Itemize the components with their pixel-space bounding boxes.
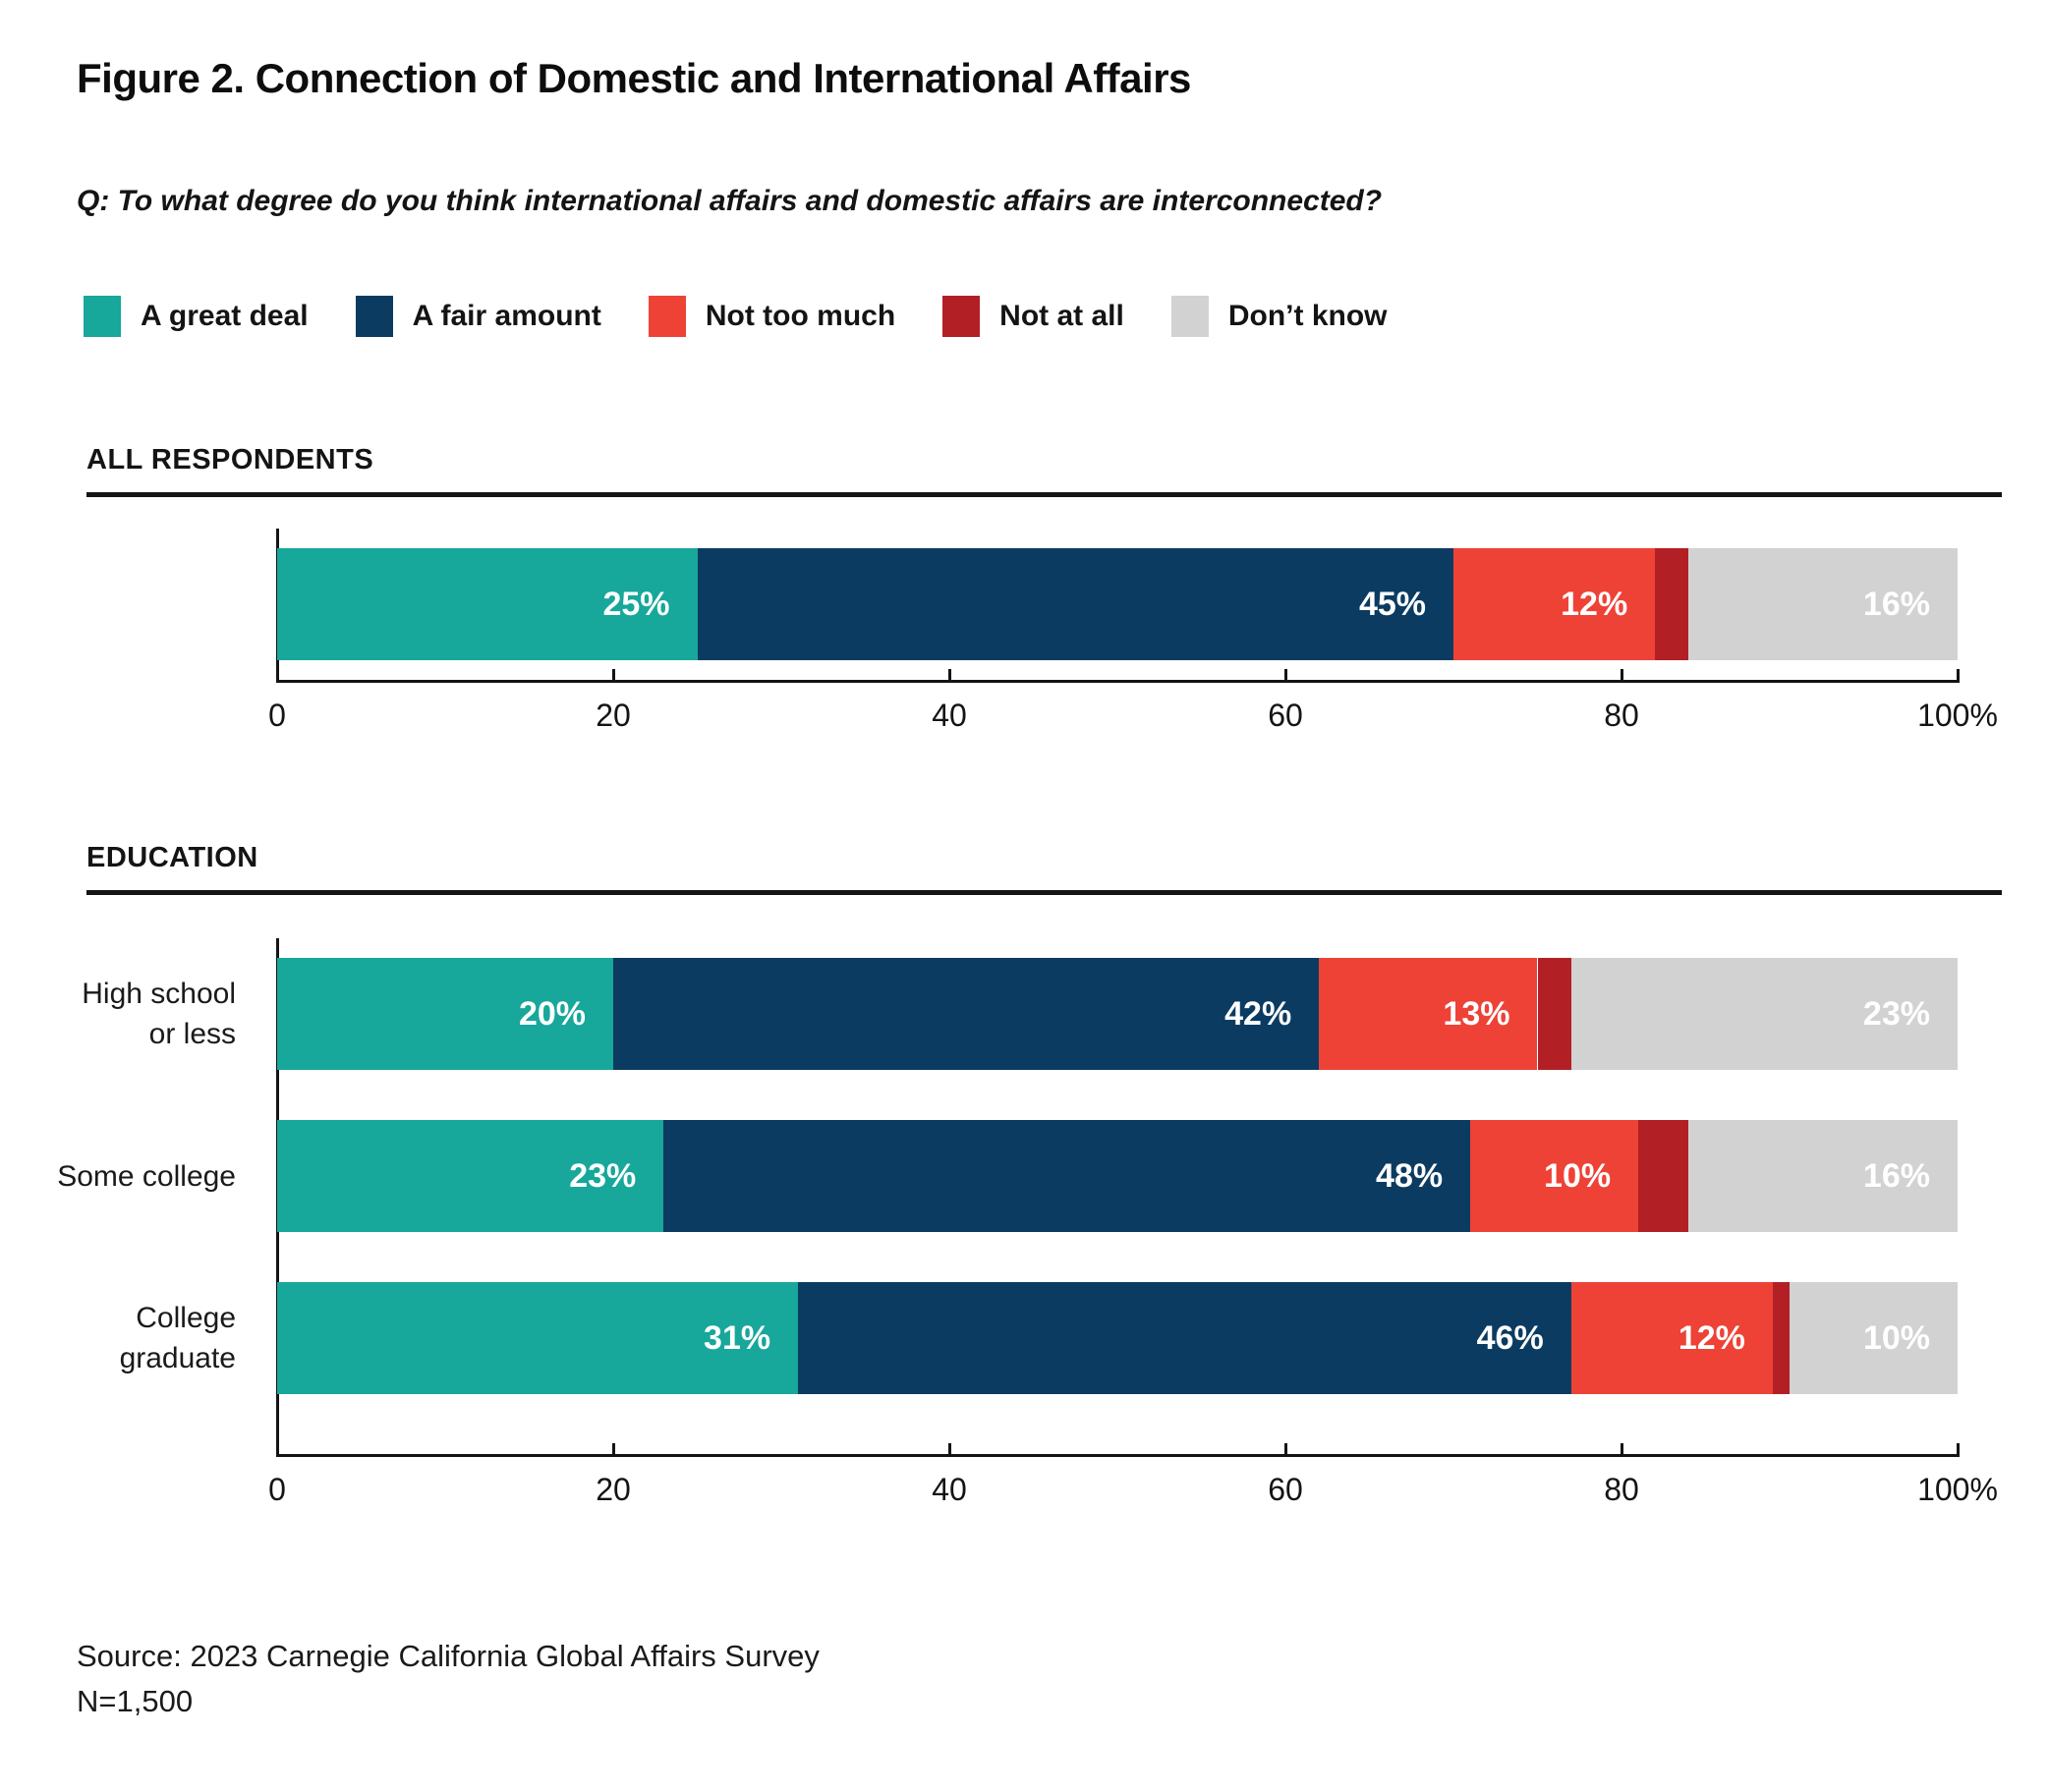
segment-value-label: 25%	[602, 585, 670, 623]
legend-label: A great deal	[141, 300, 309, 332]
section-title: EDUCATION	[86, 842, 258, 873]
segment-value-label: 23%	[569, 1156, 637, 1195]
x-axis-tick	[1283, 669, 1287, 680]
segment-value-label: 10%	[1544, 1156, 1612, 1195]
legend-item: A great deal	[84, 296, 309, 337]
x-axis-tick-label: 20	[596, 1472, 631, 1507]
legend-label: Not too much	[705, 300, 896, 332]
legend-item: A fair amount	[355, 296, 601, 337]
row-label: Some college	[57, 1159, 236, 1193]
segment-value-label: 23%	[1862, 994, 1930, 1033]
bar-segment: 23%	[1570, 958, 1958, 1070]
segment-value-label: 12%	[1561, 585, 1628, 623]
x-axis-tick-label: 40	[932, 1472, 967, 1507]
x-axis-tick	[1956, 669, 1960, 680]
legend: A great deal A fair amount Not too much Not…	[84, 296, 1388, 337]
stacked-bar: 23% 48% 10% 16%	[277, 1120, 1958, 1232]
x-axis-tick-label: 100%	[1917, 1472, 1998, 1507]
bar-segment: 23%	[277, 1120, 664, 1232]
chart-all-respondents: 25% 45% 12% 16% 0 20 40 60 80 100%	[268, 529, 1998, 784]
legend-swatch-icon	[1170, 296, 1209, 337]
bar-segment: 20%	[277, 958, 613, 1070]
bar-segment	[1655, 548, 1689, 660]
x-axis-tick-label: 20	[596, 698, 631, 733]
stacked-bar: 25% 45% 12% 16%	[277, 548, 1958, 660]
bar-segment: 13%	[1319, 958, 1538, 1070]
legend-swatch-icon	[648, 296, 686, 337]
figure-title: Figure 2. Connection of Domestic and Int…	[77, 55, 1191, 101]
stacked-bar: 31% 46% 12% 10%	[277, 1282, 1958, 1394]
x-axis-tick-label: 60	[1268, 698, 1303, 733]
legend-swatch-icon	[84, 296, 121, 337]
x-axis-tick-label: 40	[932, 698, 967, 733]
source-note: Source: 2023 Carnegie California Global …	[77, 1639, 820, 1673]
x-axis-tick	[1620, 1443, 1623, 1454]
bar-segment: 46%	[798, 1282, 1571, 1394]
legend-swatch-icon	[942, 296, 981, 337]
x-axis-line	[276, 1454, 1960, 1457]
x-axis-tick	[1956, 1443, 1960, 1454]
bar-segment	[1772, 1282, 1790, 1394]
bar-segment: 16%	[1688, 1120, 1958, 1232]
bar-segment	[1537, 958, 1571, 1070]
sample-size: N=1,500	[77, 1684, 194, 1718]
section-header-education: EDUCATION	[86, 842, 2002, 895]
legend-swatch-icon	[355, 296, 393, 337]
bar-segment: 12%	[1453, 548, 1656, 660]
x-axis-tick	[1283, 1443, 1287, 1454]
bar-segment: 42%	[613, 958, 1320, 1070]
section-header-all-respondents: ALL RESPONDENTS	[86, 444, 2002, 497]
x-axis-tick-label: 0	[268, 1472, 286, 1507]
segment-value-label: 20%	[518, 994, 586, 1033]
section-title: ALL RESPONDENTS	[86, 444, 374, 476]
segment-value-label: 10%	[1862, 1318, 1930, 1357]
row-label: College graduate	[119, 1302, 236, 1374]
bar-segment: 16%	[1688, 548, 1958, 660]
segment-value-label: 45%	[1358, 585, 1426, 623]
survey-question: Q: To what degree do you think internati…	[77, 185, 1383, 217]
legend-item: Not too much	[648, 296, 896, 337]
bar-segment: 10%	[1790, 1282, 1958, 1394]
x-axis-tick	[611, 1443, 615, 1454]
legend-label: A fair amount	[412, 300, 601, 332]
segment-value-label: 12%	[1678, 1318, 1745, 1357]
segment-value-label: 46%	[1476, 1318, 1544, 1357]
stacked-bar: 20% 42% 13% 23%	[277, 958, 1958, 1070]
legend-item: Not at all	[942, 296, 1124, 337]
legend-label: Not at all	[999, 300, 1124, 332]
x-axis-tick-label: 0	[268, 698, 286, 733]
x-axis-tick-label: 100%	[1917, 698, 1998, 733]
x-axis-tick-label: 80	[1604, 1472, 1639, 1507]
segment-value-label: 16%	[1862, 1156, 1930, 1195]
row-label: High school or less	[82, 978, 236, 1050]
x-axis-line	[276, 680, 1960, 683]
x-axis-tick	[1620, 669, 1623, 680]
bar-segment: 12%	[1570, 1282, 1773, 1394]
bar-segment	[1638, 1120, 1689, 1232]
legend-item: Don’t know	[1170, 296, 1388, 337]
segment-value-label: 16%	[1862, 585, 1930, 623]
legend-label: Don’t know	[1227, 300, 1388, 332]
segment-value-label: 13%	[1443, 994, 1510, 1033]
x-axis-tick	[947, 1443, 951, 1454]
bar-segment: 45%	[697, 548, 1453, 660]
segment-value-label: 31%	[704, 1318, 771, 1357]
x-axis-tick	[611, 669, 615, 680]
x-axis-tick-label: 60	[1268, 1472, 1303, 1507]
x-axis-tick-label: 80	[1604, 698, 1639, 733]
chart-education: High school or less 20% 42% 13% 23% Some colle…	[57, 938, 1998, 1557]
bar-segment: 31%	[277, 1282, 799, 1394]
bar-segment: 48%	[663, 1120, 1471, 1232]
bar-segment: 10%	[1470, 1120, 1639, 1232]
segment-value-label: 42%	[1224, 994, 1292, 1033]
x-axis-tick	[947, 669, 951, 680]
segment-value-label: 48%	[1376, 1156, 1444, 1195]
bar-segment: 25%	[277, 548, 698, 660]
